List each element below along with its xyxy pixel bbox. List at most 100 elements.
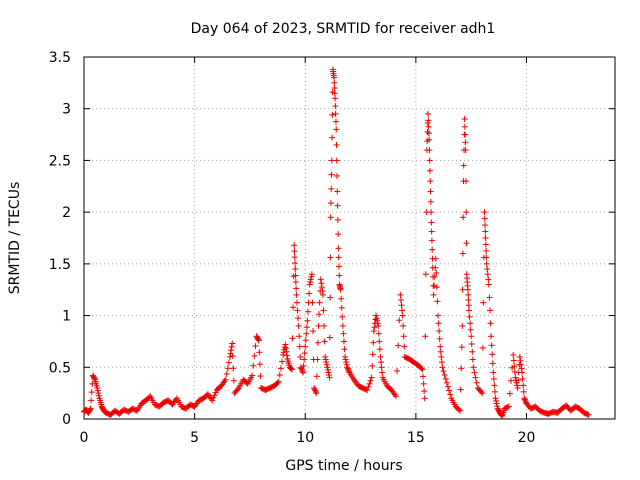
data-point-interp (493, 397, 500, 404)
data-point-interp (321, 322, 328, 329)
data-point-interp (466, 313, 473, 320)
data-point-interp (256, 349, 263, 356)
data-point (327, 214, 334, 221)
data-point-interp (434, 298, 441, 305)
data-point-interp (424, 128, 431, 135)
data-point (313, 390, 320, 397)
data-point-interp (429, 246, 436, 253)
data-point-interp (486, 307, 493, 314)
x-tick-label: 10 (296, 430, 314, 446)
x-tick-label: 20 (518, 430, 536, 446)
data-point-interp (483, 247, 490, 254)
data-point-interp (274, 379, 281, 386)
data-point-interp (257, 373, 264, 380)
data-point-interp (316, 299, 323, 306)
data-point-interp (229, 352, 236, 359)
data-point-interp (318, 280, 325, 287)
data-point-interp (459, 250, 466, 257)
data-point (293, 291, 300, 298)
data-point-interp (255, 336, 262, 343)
data-point-interp (447, 391, 454, 398)
data-point-interp (282, 345, 289, 352)
data-point-interp (373, 315, 380, 322)
data-point-interp (333, 157, 340, 164)
data-point-interp (436, 328, 443, 335)
data-point (291, 242, 298, 249)
data-point (280, 351, 287, 358)
data-point (317, 276, 324, 283)
data-point-interp (94, 387, 101, 394)
data-point-interp (332, 103, 339, 110)
data-point (339, 322, 346, 329)
data-point-interp (456, 406, 463, 413)
data-point-interp (318, 284, 325, 291)
data-point-interp (316, 311, 323, 318)
data-point (419, 366, 426, 373)
data-point-interp (461, 123, 468, 130)
y-tick-label: 1.5 (49, 257, 71, 273)
data-point-interp (251, 352, 258, 359)
data-point-interp (287, 365, 294, 372)
data-point (87, 405, 94, 412)
data-point-interp (311, 386, 318, 393)
data-point (519, 369, 526, 376)
data-point (306, 281, 313, 288)
data-point-interp (320, 307, 327, 314)
data-point (300, 369, 307, 376)
data-point (94, 384, 101, 391)
data-point (337, 286, 344, 293)
data-point-interp (491, 382, 498, 389)
data-point-interp (494, 403, 501, 410)
y-tick-label: 2.5 (49, 153, 71, 169)
data-point-interp (88, 389, 95, 396)
data-point-interp (493, 400, 500, 407)
data-point-interp (482, 241, 489, 248)
data-point-interp (432, 264, 439, 271)
data-point-interp (297, 353, 304, 360)
data-point-interp (341, 346, 348, 353)
data-point-interp (291, 254, 298, 261)
data-point-interp (302, 337, 309, 344)
data-point-interp (296, 343, 303, 350)
data-point-interp (277, 365, 284, 372)
data-point-interp (481, 215, 488, 222)
data-point-interp (295, 315, 302, 322)
data-point-interp (328, 171, 335, 178)
x-tick-label: 0 (80, 430, 89, 446)
data-point-interp (398, 302, 405, 309)
data-point-interp (250, 362, 257, 369)
data-point-interp (484, 271, 491, 278)
data-point-interp (332, 118, 339, 125)
data-point-interp (331, 90, 338, 97)
data-point-interp (280, 349, 287, 356)
data-point-interp (463, 209, 470, 216)
data-point-interp (325, 369, 332, 376)
data-point-interp (460, 162, 467, 169)
data-point-interp (487, 320, 494, 327)
data-point-interp (345, 368, 352, 375)
data-point-interp (283, 352, 290, 359)
data-point-interp (482, 228, 489, 235)
data-point-interp (290, 304, 297, 311)
data-point (488, 333, 495, 340)
data-point-interp (292, 272, 299, 279)
data-point (470, 364, 477, 371)
y-tick-label: 3.5 (49, 50, 71, 66)
data-point-interp (309, 328, 316, 335)
data-point-interp (428, 228, 435, 235)
data-point-interp (365, 383, 372, 390)
data-point-interp (327, 254, 334, 261)
data-point (288, 366, 295, 373)
data-point (392, 393, 399, 400)
data-point-interp (435, 320, 442, 327)
data-point-interp (441, 372, 448, 379)
data-point-interp (344, 365, 351, 372)
data-point-interp (515, 377, 522, 384)
data-point-interp (421, 388, 428, 395)
data-point-interp (504, 404, 511, 411)
data-point-interp (517, 357, 524, 364)
data-point-interp (288, 365, 295, 372)
data-point-interp (511, 368, 518, 375)
data-point (425, 110, 432, 117)
data-point-interp (469, 356, 476, 363)
